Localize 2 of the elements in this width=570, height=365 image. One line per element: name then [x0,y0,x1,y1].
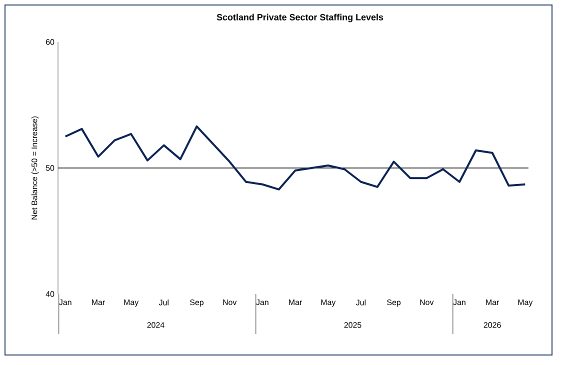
chart-title: Scotland Private Sector Staffing Levels [216,14,384,22]
line-series [64,125,526,190]
